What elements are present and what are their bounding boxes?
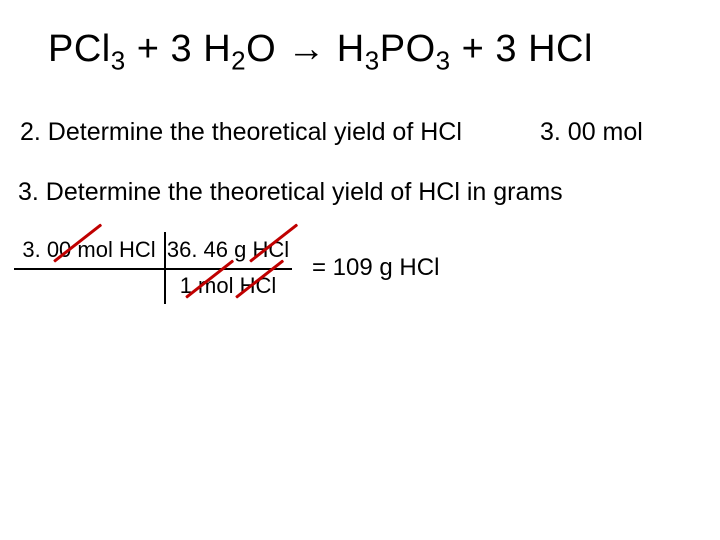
- cell-bottom-right: 1 mol HCl: [164, 268, 292, 304]
- cell-bottom-left: [14, 268, 164, 304]
- sub-3b: 3: [365, 46, 380, 76]
- sub-2: 2: [231, 46, 246, 76]
- arrow-icon: →: [287, 28, 326, 70]
- question-2: 2. Determine the theoretical yield of HC…: [20, 118, 462, 147]
- sub-3c: 3: [436, 46, 451, 76]
- question-3: 3. Determine the theoretical yield of HC…: [18, 178, 563, 207]
- reactant-pcl3: PCl: [48, 28, 111, 70]
- chemical-equation: PCl3 + 3 H2O → H3PO3 + 3 HCl: [48, 28, 593, 77]
- product-h: H: [326, 28, 365, 70]
- plus-h2: + 3 H: [126, 28, 231, 70]
- cell-top-left: 3. 00 mol HCl: [14, 232, 164, 268]
- product-po: PO: [380, 28, 436, 70]
- sub-3: 3: [111, 46, 126, 76]
- question-2-answer: 3. 00 mol: [540, 118, 643, 147]
- vertical-divider: [164, 232, 166, 304]
- plus-hcl: + 3 HCl: [451, 28, 593, 70]
- dimensional-analysis-table: 3. 00 mol HCl 36. 46 g HCl 1 mol HCl: [14, 232, 292, 304]
- calculation: 3. 00 mol HCl 36. 46 g HCl 1 mol HCl = 1…: [14, 232, 439, 304]
- horizontal-divider: [14, 268, 292, 270]
- calculation-result: = 109 g HCl: [312, 254, 439, 282]
- reactant-o: O: [246, 28, 287, 70]
